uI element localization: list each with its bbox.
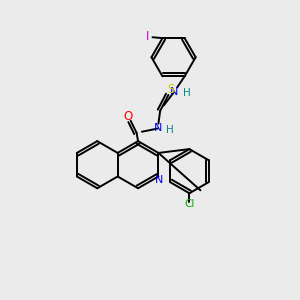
Text: N: N — [155, 175, 163, 185]
Text: N: N — [154, 124, 162, 134]
Text: N: N — [170, 87, 178, 97]
Text: H: H — [183, 88, 190, 98]
Text: O: O — [124, 110, 133, 123]
Text: I: I — [146, 30, 149, 43]
Text: H: H — [166, 125, 174, 135]
Text: Cl: Cl — [184, 200, 195, 209]
Text: S: S — [168, 83, 175, 96]
